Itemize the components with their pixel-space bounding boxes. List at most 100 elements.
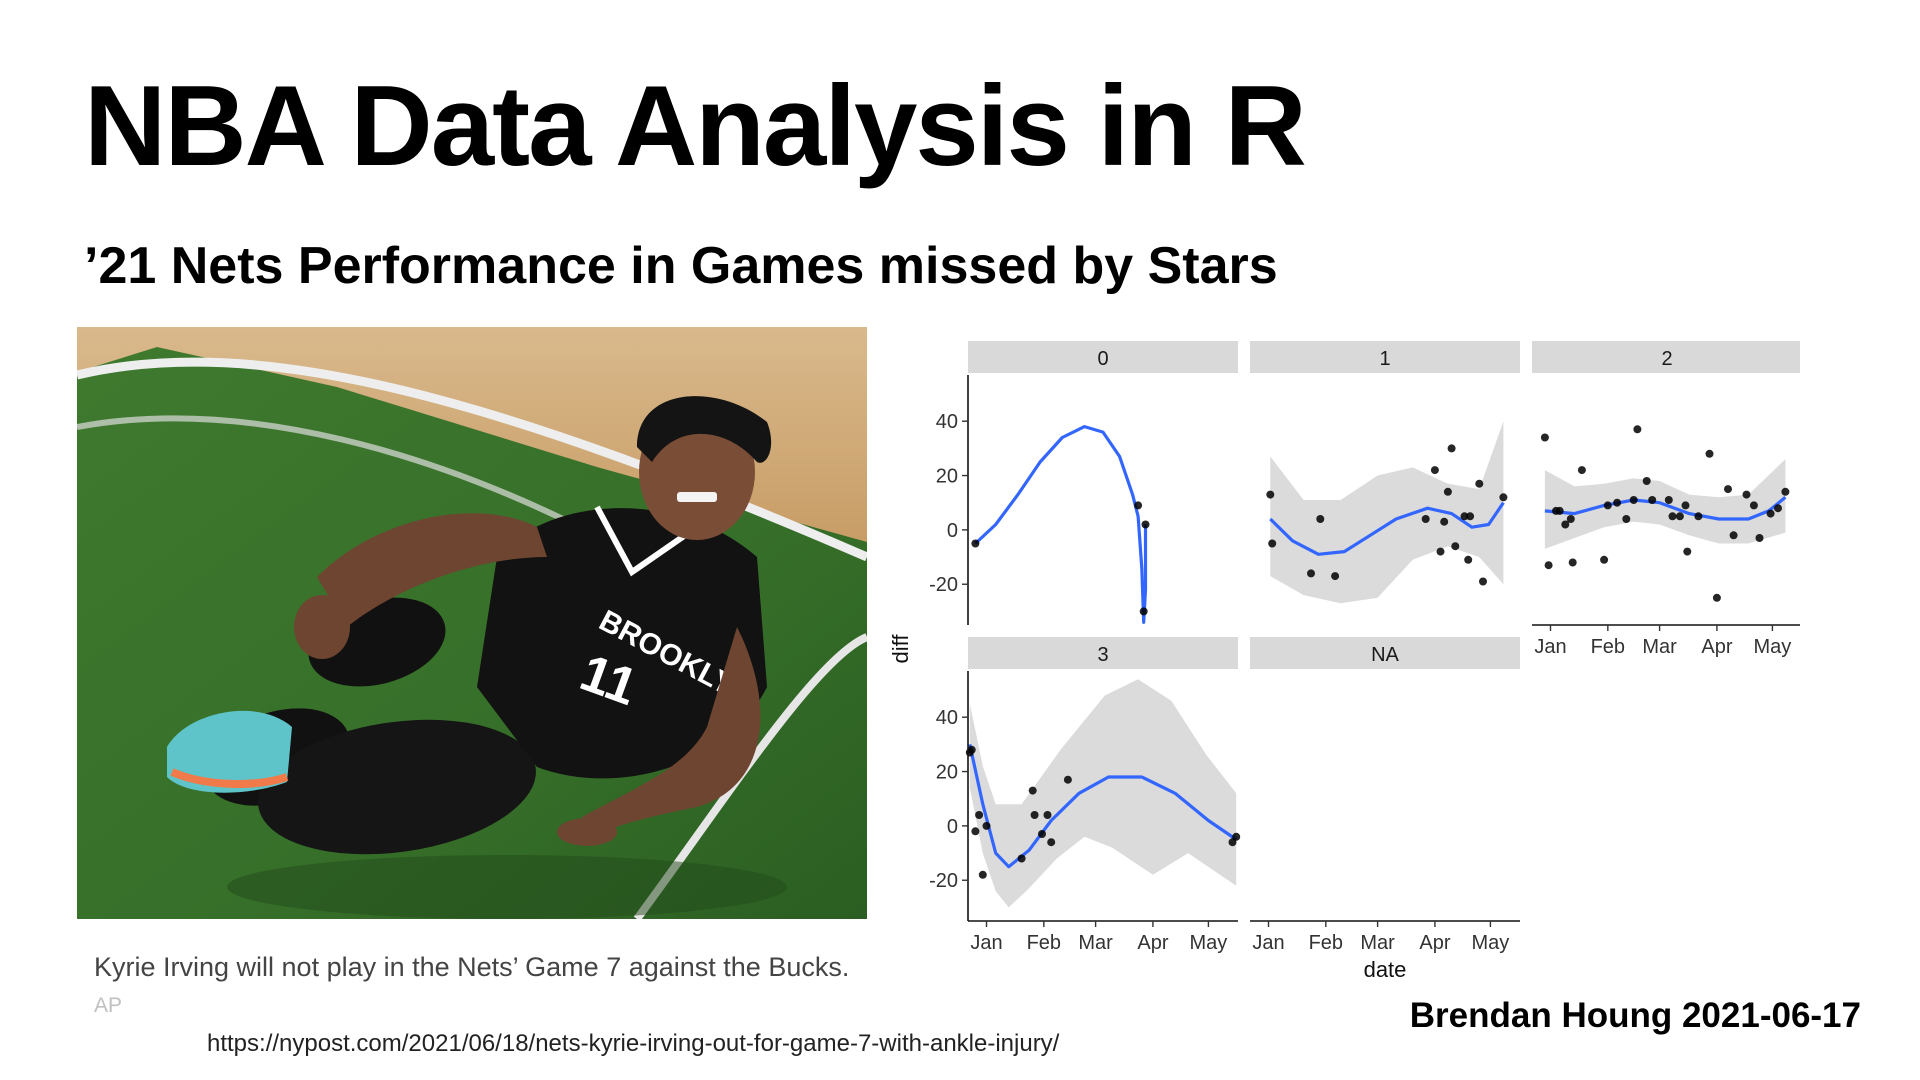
data-point: [1568, 558, 1577, 567]
facet-panel-NA: NA: [1250, 637, 1520, 927]
y-tick-label: 0: [947, 816, 958, 838]
x-tick-label: May: [1190, 932, 1228, 954]
jersey-collar: [594, 505, 699, 577]
data-point: [1043, 811, 1052, 819]
data-point: [1307, 569, 1315, 578]
facet-panel-1: 1: [1250, 341, 1520, 604]
x-tick-label: Mar: [1078, 932, 1113, 954]
player-leg: [258, 719, 536, 855]
data-point: [1566, 515, 1575, 523]
data-point: [1331, 572, 1340, 581]
data-point: [1705, 449, 1714, 458]
court-wood: [77, 327, 867, 542]
data-point: [1648, 496, 1657, 504]
data-point: [1499, 493, 1508, 502]
data-point: [1451, 542, 1460, 551]
data-point: [1664, 496, 1673, 504]
smooth-line: [968, 744, 1238, 869]
y-tick-label: 20: [936, 466, 958, 488]
data-point: [1774, 504, 1782, 513]
facet-strip: [968, 637, 1238, 669]
x-tick-label: Feb: [1027, 932, 1061, 954]
data-point: [982, 821, 991, 830]
facet-panel-0: 0: [962, 341, 1238, 625]
facet-strip: [968, 341, 1238, 373]
x-tick-label: Feb: [1591, 636, 1625, 658]
data-point: [1668, 512, 1677, 521]
smooth-line: [1544, 496, 1787, 521]
facet-strip: [1532, 341, 1800, 373]
confidence-ribbon: [1270, 421, 1504, 604]
player-hand: [294, 595, 350, 659]
data-point: [1755, 534, 1764, 542]
data-point: [1681, 501, 1690, 510]
data-point: [1781, 487, 1790, 496]
data-point: [1430, 466, 1439, 475]
data-point: [1683, 547, 1692, 556]
data-point: [1421, 515, 1430, 523]
data-point: [1141, 520, 1150, 529]
data-point: [1475, 479, 1484, 488]
data-point: [975, 811, 984, 819]
data-point: [1436, 547, 1445, 556]
x-axis-title: date: [1364, 957, 1407, 982]
court-line: [77, 415, 639, 560]
data-point: [1694, 512, 1703, 521]
data-point: [1139, 607, 1148, 616]
data-point: [971, 539, 980, 548]
data-point: [1460, 512, 1469, 521]
data-point: [1577, 466, 1586, 475]
player-hair: [637, 396, 772, 463]
data-point: [1555, 506, 1564, 515]
x-tick-label: Apr: [1137, 932, 1168, 954]
facet-strip-label: 3: [1097, 644, 1108, 666]
facet-strip-label: 2: [1661, 348, 1672, 370]
x-tick-label: Apr: [1701, 636, 1732, 658]
y-tick-label: -20: [929, 870, 958, 892]
data-point: [1266, 490, 1275, 499]
data-point: [1268, 539, 1277, 548]
player-arm: [317, 513, 547, 627]
player-photo: BROOKLYN 11: [77, 327, 867, 919]
data-point: [1729, 531, 1738, 540]
data-point: [1540, 433, 1549, 442]
facet-strip: [1250, 637, 1520, 669]
player-arm: [582, 627, 761, 837]
data-point: [978, 870, 987, 879]
x-tick-label: May: [1754, 636, 1792, 658]
x-tick-label: Jan: [1252, 932, 1284, 954]
data-point: [1479, 577, 1487, 586]
y-tick-label: 20: [936, 762, 958, 784]
y-tick-label: 40: [936, 707, 958, 729]
source-link[interactable]: https://nypost.com/2021/06/18/nets-kyrie…: [207, 1030, 1060, 1057]
data-point: [1712, 593, 1721, 602]
y-tick-label: -20: [929, 574, 958, 596]
slide-subtitle: ’21 Nets Performance in Games missed by …: [84, 237, 1278, 295]
facet-panel-3: 3: [962, 637, 1241, 927]
data-point: [1766, 509, 1775, 518]
x-tick-label: Mar: [1642, 636, 1677, 658]
data-point: [971, 827, 980, 836]
player-jersey: [477, 508, 767, 779]
data-point: [1544, 561, 1553, 570]
x-tick-label: Jan: [970, 932, 1002, 954]
facet-strip-label: NA: [1371, 644, 1399, 666]
player-shoe-sole: [170, 768, 289, 788]
data-point: [1724, 485, 1732, 494]
author-date: Brendan Houng 2021-06-17: [1409, 996, 1861, 1035]
x-tick-label: May: [1472, 932, 1510, 954]
data-point: [1561, 520, 1570, 529]
data-point: [1603, 501, 1612, 510]
data-point: [1675, 512, 1684, 521]
data-point: [1633, 425, 1642, 434]
photo-caption: Kyrie Irving will not play in the Nets’ …: [94, 952, 850, 982]
smooth-line: [1269, 501, 1505, 556]
x-tick-label: Jan: [1534, 636, 1566, 658]
smooth-line: [974, 424, 1148, 624]
photo-credit: AP: [94, 994, 123, 1017]
data-point: [1047, 838, 1056, 847]
data-point: [1622, 515, 1631, 523]
facet-strip-label: 0: [1097, 348, 1108, 370]
facet-chart: 0 40 20 0 -20 1 2 Jan Feb Mar Apr May 3 Jan Feb Mar Apr M…: [888, 341, 1800, 982]
player-teeth: [677, 492, 717, 502]
